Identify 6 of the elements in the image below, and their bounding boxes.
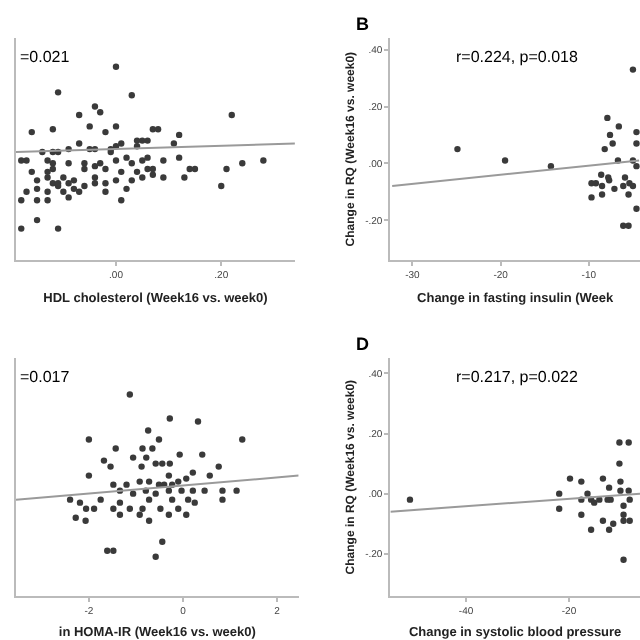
annotation: r=0.217, p=0.022 xyxy=(456,368,579,386)
annotation: =0.017 xyxy=(20,368,71,386)
annotation: =0.021 xyxy=(20,48,71,66)
annotation: r=0.224, p=0.018 xyxy=(456,48,579,66)
chart-title: B xyxy=(356,14,370,34)
chart-title: D xyxy=(356,334,370,354)
